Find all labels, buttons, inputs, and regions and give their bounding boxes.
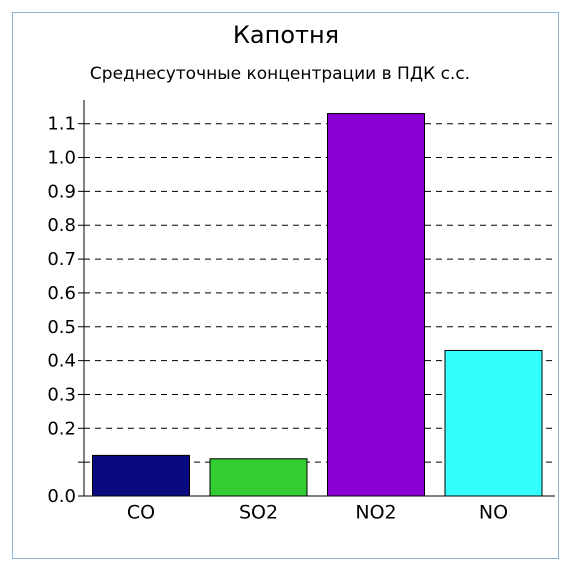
x-tick-label: NO: [479, 502, 508, 524]
y-tick-label: 0.0: [47, 486, 76, 507]
chart-title: Капотня: [233, 21, 339, 49]
x-tick-label: SO2: [239, 502, 278, 524]
y-tick-label: 1.0: [47, 148, 76, 169]
chart-subtitle: Среднесуточные концентрации в ПДК с.с.: [90, 64, 470, 84]
y-tick-label: 0.4: [47, 351, 76, 372]
y-tick-label: 0.5: [47, 317, 76, 338]
bar: [209, 458, 308, 497]
y-tick-label: 0.2: [47, 418, 76, 439]
y-tick-label: 1.1: [47, 114, 76, 135]
bar: [444, 349, 543, 497]
y-tick-label: 0.6: [47, 283, 76, 304]
bar: [92, 454, 190, 497]
x-tick-label: NO2: [355, 502, 396, 524]
y-tick-label: 0.9: [47, 181, 76, 202]
y-tick-label: 0.8: [47, 215, 76, 236]
y-tick-label: 0.7: [47, 249, 76, 270]
bar: [327, 113, 425, 497]
y-tick-label: 0.3: [47, 384, 76, 405]
x-tick-label: CO: [127, 502, 155, 524]
